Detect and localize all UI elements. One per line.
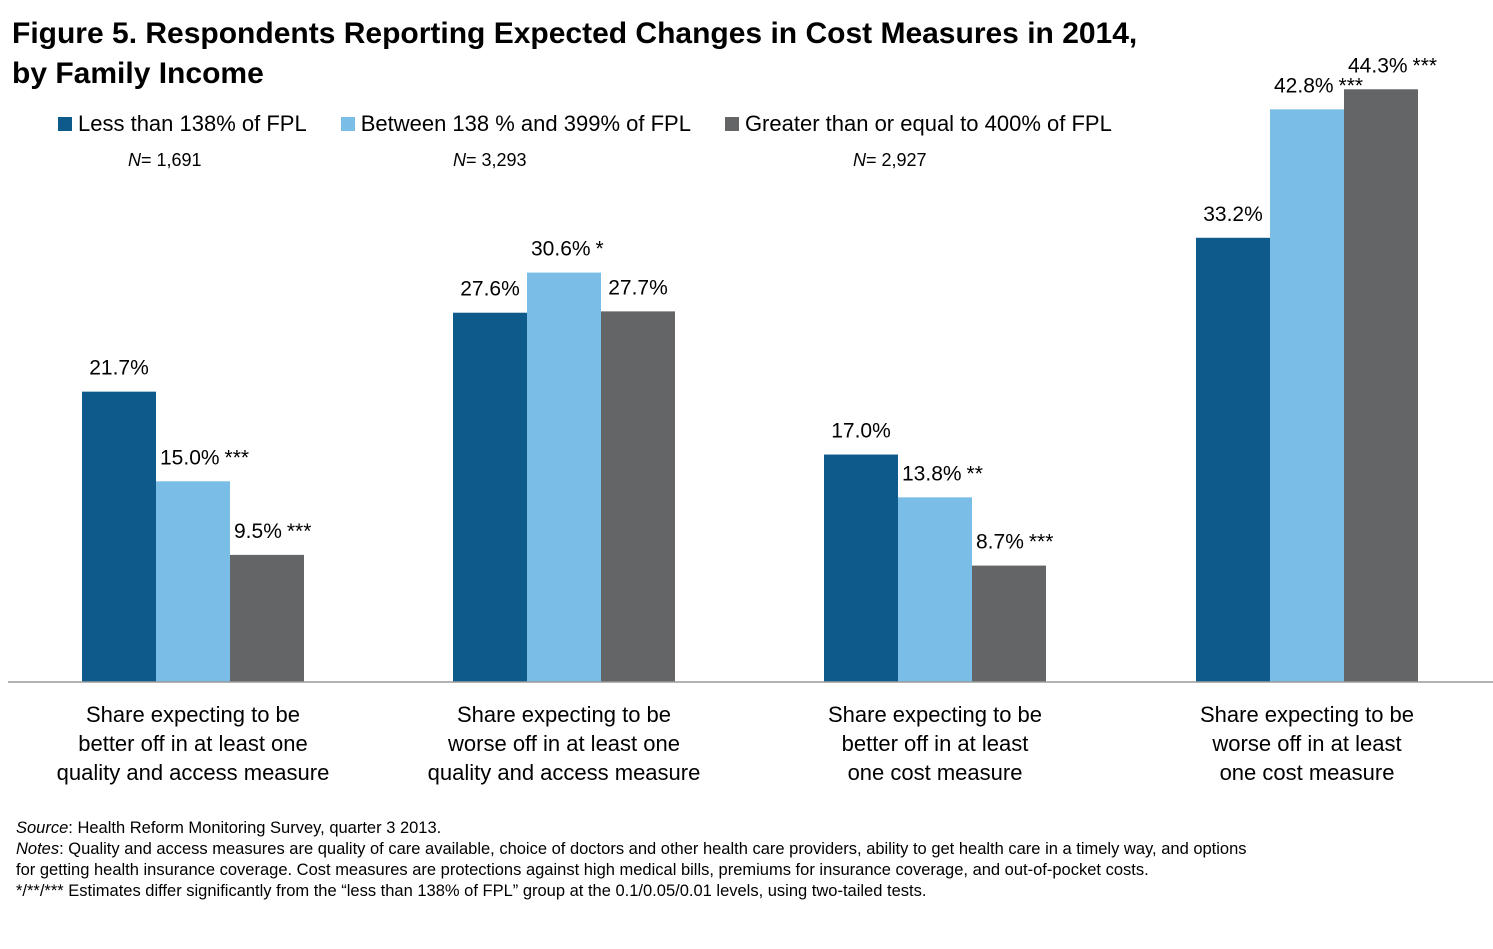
significance-note: */**/*** Estimates differ significantly …	[16, 882, 927, 900]
significance-marker: ***	[1339, 74, 1364, 97]
data-label-high-income-2: 27.7%	[608, 276, 668, 299]
legend-item-mid-income: Between 138 % and 399% of FPL	[340, 111, 691, 137]
notes-label: Notes	[16, 840, 60, 858]
data-label-low-income-4: 33.2%	[1203, 203, 1263, 226]
legend-label-low-income: Less than 138% of FPL	[78, 111, 307, 136]
sample-size-value: = 1,691	[141, 150, 202, 170]
category-label-line: Share expecting to be	[456, 702, 672, 727]
bar-high-income-1	[230, 554, 304, 682]
bar-low-income-4	[1196, 237, 1270, 682]
source-note: Source: Health Reform Monitoring Survey,…	[16, 818, 1256, 839]
sample-size-prefix: N	[128, 150, 141, 170]
significance-marker: ***	[287, 520, 312, 543]
notes-text: : Quality and access measures are qualit…	[16, 840, 1247, 879]
chart-title: Figure 5. Respondents Reporting Expected…	[12, 14, 1312, 94]
legend-label-mid-income: Between 138 % and 399% of FPL	[360, 111, 691, 136]
data-label-low-income-3: 17.0%	[831, 420, 891, 443]
category-label-line: Share expecting to be	[827, 702, 1043, 727]
legend-item-high-income: Greater than or equal to 400% of FPL	[724, 111, 1112, 137]
legend-swatch-high-income	[724, 117, 739, 131]
category-label-2: Share expecting to be worse off in at lea…	[404, 700, 724, 787]
bar-high-income-2	[601, 311, 675, 682]
category-label-line: worse off in at least	[1212, 731, 1402, 756]
data-label-mid-income-3: 13.8% **	[902, 462, 983, 485]
category-label-4: Share expecting to be worse off in at lea…	[1147, 700, 1467, 787]
chart-legend: Less than 138% of FPL Between 138 % and …	[58, 108, 1146, 140]
data-label-high-income-3: 8.7% ***	[976, 531, 1053, 554]
sample-size-prefix: N	[453, 150, 466, 170]
category-label-line: quality and access measure	[56, 760, 330, 785]
chart-title-line-2: by Family Income	[12, 57, 264, 90]
category-label-1: Share expecting to be better off in at le…	[33, 700, 353, 787]
bar-low-income-1	[82, 391, 156, 682]
sample-size-value: = 3,293	[466, 150, 527, 170]
bar-high-income-4	[1344, 89, 1418, 683]
significance-marker: ***	[225, 446, 250, 469]
sample-size-mid-income: N= 3,293	[453, 150, 527, 171]
bar-chart: 21.7% 27.6% 17.0% 33.2% 15.0% *** 30.6% * 13.8% *…	[8, 54, 1493, 683]
category-label-line: one cost measure	[847, 760, 1023, 785]
bar-mid-income-4	[1270, 109, 1344, 682]
data-label-mid-income-1: 15.0% ***	[160, 446, 249, 469]
category-label-line: quality and access measure	[427, 760, 701, 785]
source-label: Source	[16, 819, 69, 837]
bar-low-income-3	[824, 454, 898, 682]
sample-size-prefix: N	[853, 150, 866, 170]
data-label-low-income-2: 27.6%	[460, 278, 520, 301]
category-label-3: Share expecting to be better off in at le…	[775, 700, 1095, 787]
data-label-mid-income-4: 42.8% ***	[1274, 74, 1363, 97]
bar-mid-income-1	[156, 481, 230, 682]
chart-title-line-1: Figure 5. Respondents Reporting Expected…	[12, 17, 1138, 50]
category-label-line: worse off in at least one	[448, 731, 680, 756]
source-text: : Health Reform Monitoring Survey, quart…	[68, 819, 442, 837]
category-label-line: better off in at least one	[78, 731, 308, 756]
significance-marker: **	[967, 462, 983, 485]
bar-low-income-2	[453, 312, 527, 682]
bars-layer	[82, 89, 1418, 683]
legend-swatch-mid-income	[340, 117, 355, 131]
significance-marker: ***	[1413, 54, 1438, 77]
bar-mid-income-3	[898, 497, 972, 682]
significance-marker: ***	[1029, 531, 1054, 554]
sample-size-high-income: N= 2,927	[853, 150, 927, 171]
data-label-low-income-1: 21.7%	[89, 357, 149, 380]
data-label-high-income-4: 44.3% ***	[1348, 54, 1437, 77]
category-label-line: better off in at least	[841, 731, 1029, 756]
legend-swatch-low-income	[58, 117, 72, 131]
sample-size-value: = 2,927	[866, 150, 927, 170]
category-label-line: Share expecting to be	[1199, 702, 1415, 727]
chart-footer: Source: Health Reform Monitoring Survey,…	[16, 818, 1256, 902]
legend-item-low-income: Less than 138% of FPL	[58, 111, 307, 137]
data-labels-layer: 21.7% 27.6% 17.0% 33.2% 15.0% *** 30.6% * 13.8% *…	[89, 54, 1437, 553]
sample-size-low-income: N= 1,691	[128, 150, 202, 171]
notes: Notes: Quality and access measures are q…	[16, 839, 1256, 881]
bar-mid-income-2	[527, 272, 601, 682]
bar-high-income-3	[972, 565, 1046, 682]
category-label-line: Share expecting to be	[85, 702, 301, 727]
data-label-mid-income-2: 30.6% *	[531, 238, 604, 261]
data-label-high-income-1: 9.5% ***	[234, 520, 311, 543]
category-label-line: one cost measure	[1219, 760, 1395, 785]
significance-marker: *	[596, 238, 604, 261]
legend-label-high-income: Greater than or equal to 400% of FPL	[744, 111, 1112, 136]
